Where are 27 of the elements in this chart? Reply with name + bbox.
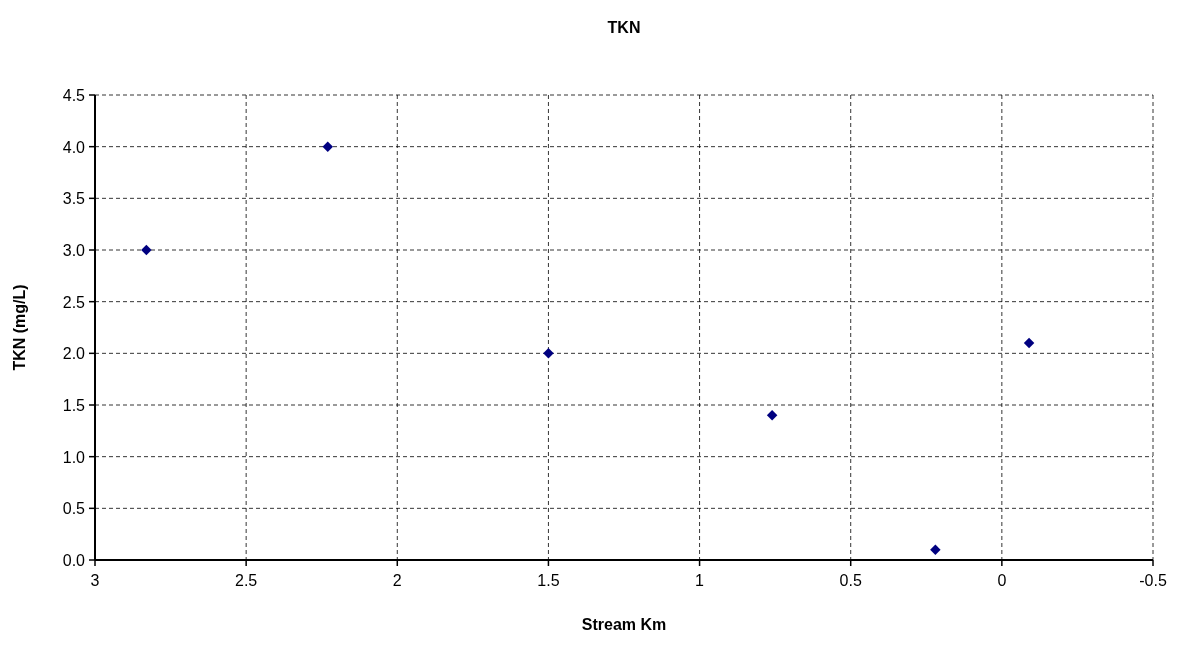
- x-tick-label: 2.5: [235, 572, 258, 589]
- x-tick-label: -0.5: [1139, 572, 1167, 589]
- y-tick-label: 1.5: [62, 397, 86, 414]
- x-axis-title: Stream Km: [581, 616, 667, 633]
- x-tick-label: 1: [695, 572, 705, 589]
- y-tick-label: 3.5: [62, 190, 86, 208]
- x-tick-label: 0: [997, 572, 1007, 589]
- point: [930, 544, 941, 555]
- y-tick-label: 0.0: [62, 552, 86, 569]
- y-tick-label: 4.5: [62, 87, 86, 104]
- x-tick-label: 0.5: [839, 572, 862, 589]
- point: [322, 141, 333, 152]
- point: [1023, 337, 1035, 349]
- point: [543, 348, 554, 359]
- x-tick-label: 2: [392, 572, 402, 589]
- y-tick-label: 2.5: [62, 293, 86, 311]
- y-tick-label: 4.0: [62, 138, 86, 156]
- y-tick-label: 3.0: [62, 242, 86, 259]
- y-tick-label: 2.0: [62, 345, 86, 363]
- point: [766, 410, 778, 421]
- x-tick-label: 1.5: [537, 572, 560, 589]
- point: [141, 244, 152, 256]
- y-axis-title: TKN (mg/L): [11, 284, 28, 371]
- chart-title: TKN: [607, 19, 641, 36]
- y-tick-label: 1.0: [62, 448, 86, 466]
- x-tick-label: 3: [90, 572, 100, 589]
- y-tick-label: 0.5: [62, 500, 86, 518]
